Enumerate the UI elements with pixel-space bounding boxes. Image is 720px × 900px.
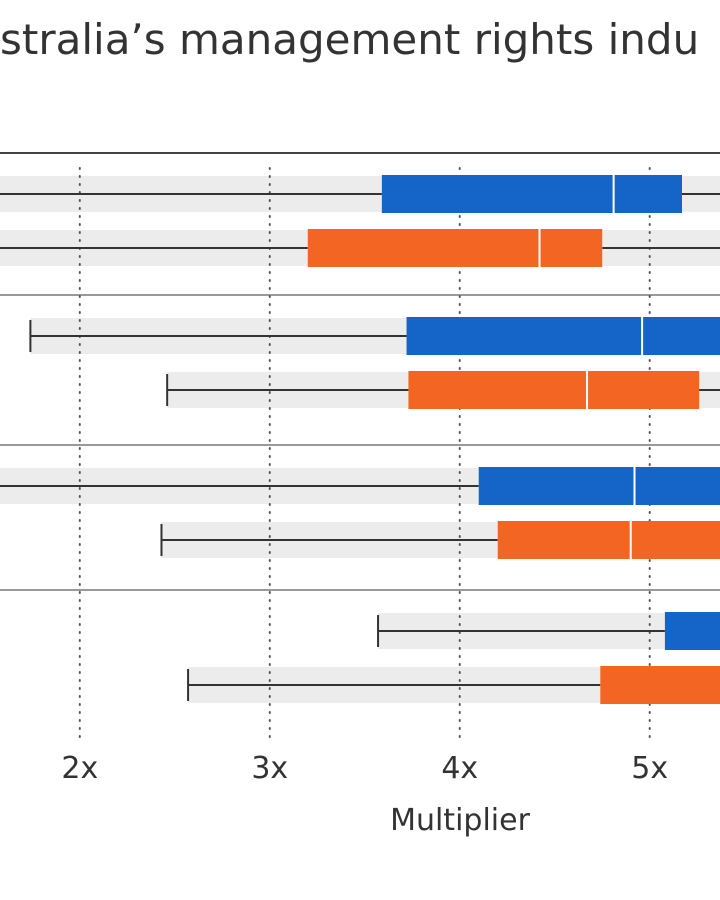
x-tick-label: 4x — [441, 751, 478, 786]
box — [478, 467, 720, 505]
box — [600, 666, 720, 704]
box — [406, 317, 720, 355]
x-tick-label: 3x — [251, 751, 288, 786]
chart-title: stralia’s management rights indu — [0, 15, 699, 64]
x-tick-label: 5x — [631, 751, 668, 786]
box — [408, 371, 700, 409]
box — [307, 229, 603, 267]
box — [497, 521, 720, 559]
box — [664, 612, 720, 650]
x-tick-label: 2x — [61, 751, 98, 786]
x-axis-label: Multiplier — [390, 803, 531, 838]
box — [381, 175, 683, 213]
